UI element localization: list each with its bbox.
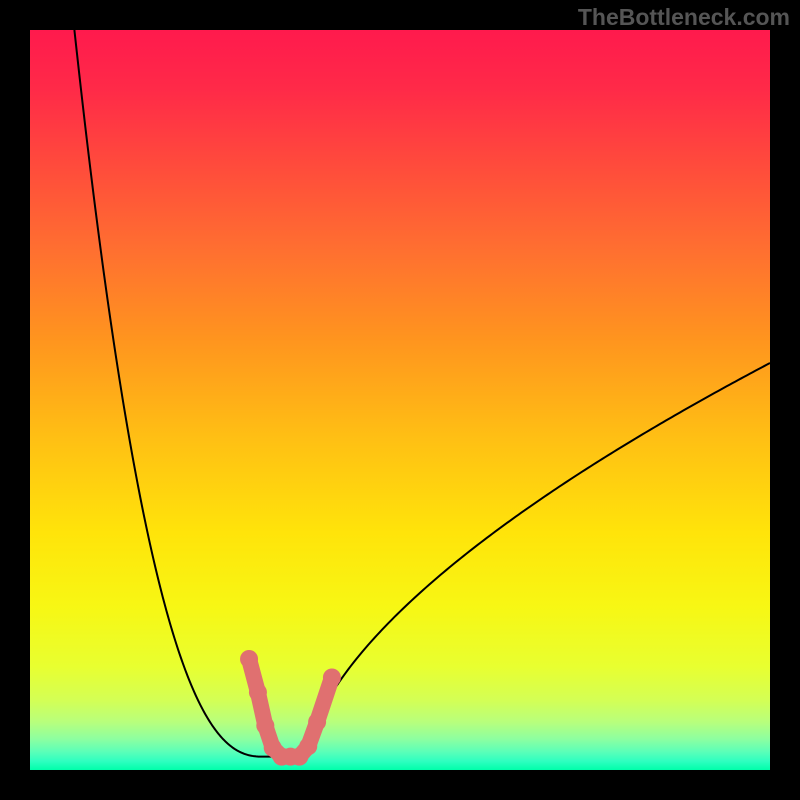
highlight-dot — [308, 713, 326, 731]
highlight-dot — [299, 737, 317, 755]
highlight-dot — [249, 683, 267, 701]
highlight-dot — [240, 650, 258, 668]
plot-area — [30, 30, 770, 770]
highlight-loose-dot — [325, 670, 339, 684]
highlight-dot — [256, 717, 274, 735]
chart-frame: TheBottleneck.com — [0, 0, 800, 800]
watermark: TheBottleneck.com — [578, 4, 790, 31]
curve-layer — [30, 30, 770, 770]
plot-background — [30, 30, 770, 770]
